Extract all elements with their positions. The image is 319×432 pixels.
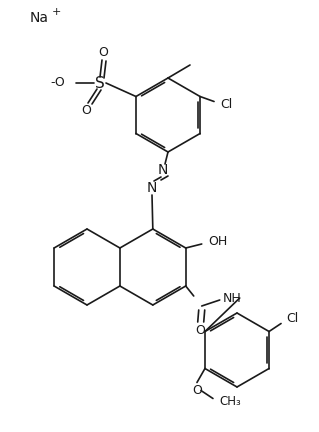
Text: N: N [147,181,157,195]
Text: N: N [158,163,168,177]
Text: OH: OH [208,235,227,248]
Text: O: O [98,47,108,60]
Text: Cl: Cl [286,312,298,325]
Text: O: O [81,105,91,118]
Text: +: + [52,7,61,17]
Text: Na: Na [30,11,49,25]
Text: O: O [195,324,205,337]
Text: NH: NH [222,292,241,305]
Text: -O: -O [50,76,65,89]
Text: S: S [95,76,105,90]
Text: O: O [192,384,202,397]
Text: CH₃: CH₃ [219,395,241,408]
Text: Cl: Cl [220,98,232,111]
